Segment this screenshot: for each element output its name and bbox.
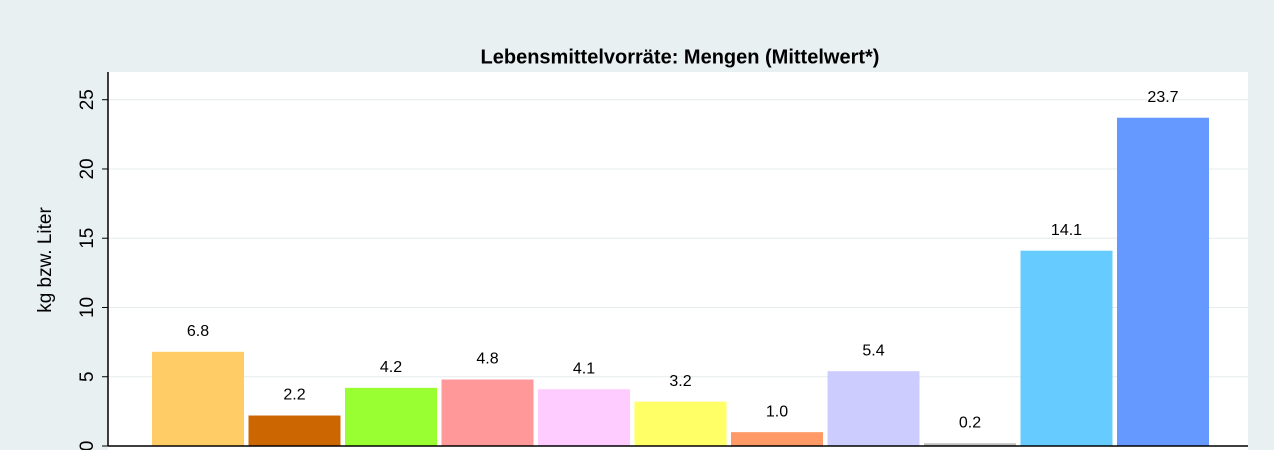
value-label: 3.2	[669, 373, 691, 390]
value-label: 4.8	[476, 351, 498, 368]
bar	[1020, 250, 1113, 446]
value-label: 4.1	[573, 360, 595, 377]
y-tick-label: 25	[77, 89, 98, 110]
bar	[1117, 117, 1209, 446]
chart-title: Lebensmittelvorräte: Mengen (Mittelwert*…	[481, 46, 880, 68]
bar	[345, 387, 437, 446]
value-label: 2.2	[283, 387, 305, 404]
bar	[248, 415, 341, 446]
bar	[538, 389, 630, 446]
y-tick-label: 10	[77, 297, 98, 318]
y-tick-label: 0	[77, 441, 98, 450]
value-label: 1.0	[766, 403, 788, 420]
y-tick-label: 20	[77, 158, 98, 179]
y-tick-label: 15	[77, 228, 98, 249]
bar	[441, 379, 534, 446]
value-label: 23.7	[1147, 89, 1178, 106]
bar	[827, 371, 920, 446]
bar	[731, 432, 823, 446]
bar	[924, 443, 1016, 446]
value-label: 6.8	[187, 323, 209, 340]
y-tick-label: 5	[77, 371, 98, 382]
y-axis-label: kg bzw. Liter	[35, 207, 56, 313]
value-label: 5.4	[862, 342, 884, 359]
bar	[634, 401, 727, 446]
bar	[152, 351, 244, 446]
value-label: 14.1	[1051, 222, 1082, 239]
value-label: 0.2	[959, 414, 981, 431]
value-label: 4.2	[380, 359, 402, 376]
